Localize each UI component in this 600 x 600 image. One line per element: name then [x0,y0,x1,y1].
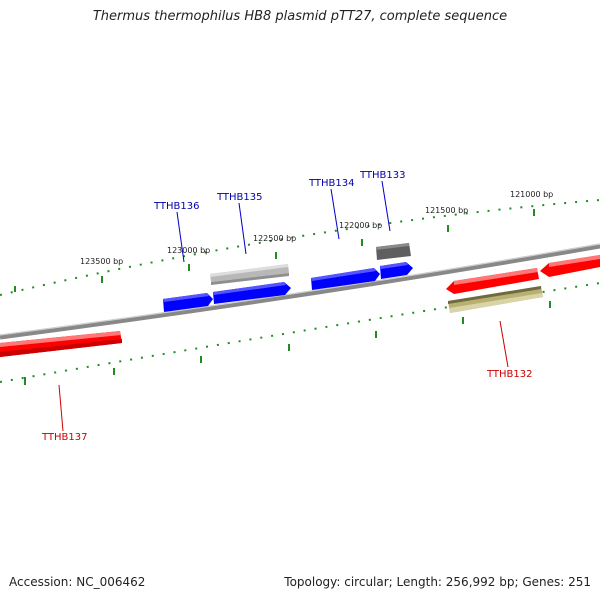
gene-olive[interactable] [448,286,543,313]
gene-label-tthb133[interactable]: TTHB133 [359,170,406,181]
leader-tthb132 [499,320,509,368]
gene-red-131[interactable] [540,255,600,277]
bp-label-121000: 121000 bp [510,190,553,199]
inner-tick-track [0,282,600,385]
leader-tthb136 [176,211,185,263]
leader-tthb133 [381,180,391,232]
gene-blue-135[interactable] [213,282,291,304]
bp-label-122500: 122500 bp [253,234,296,243]
accession-text: Accession: NC_006462 [9,575,146,589]
leader-tthb134 [330,188,340,240]
gene-dark[interactable] [376,243,411,260]
gene-blue-133[interactable] [380,262,413,279]
plasmid-backbone [0,243,600,340]
topology-text: Topology: circular; Length: 256,992 bp; … [284,575,591,589]
gene-label-tthb137[interactable]: TTHB137 [41,432,88,443]
bp-label-121500: 121500 bp [425,206,468,215]
gene-label-tthb132[interactable]: TTHB132 [486,369,533,380]
gene-gray[interactable] [210,264,289,285]
leader-tthb137 [58,384,64,432]
gene-label-tthb136[interactable]: TTHB136 [153,201,200,212]
gene-blue-134[interactable] [311,268,380,290]
leader-tthb135 [238,202,247,255]
bp-label-123500: 123500 bp [80,257,123,266]
outer-tick-track [0,199,600,296]
gene-label-tthb135[interactable]: TTHB135 [216,192,263,203]
gene-blue-136[interactable] [163,293,213,312]
gene-red-132[interactable] [446,268,539,294]
bp-label-123000: 123000 bp [167,246,210,255]
gene-label-tthb134[interactable]: TTHB134 [308,178,355,189]
gene-red-137[interactable] [0,331,122,357]
map-title: Thermus thermophilus HB8 plasmid pTT27, … [92,9,508,24]
bp-label-122000: 122000 bp [339,221,382,230]
